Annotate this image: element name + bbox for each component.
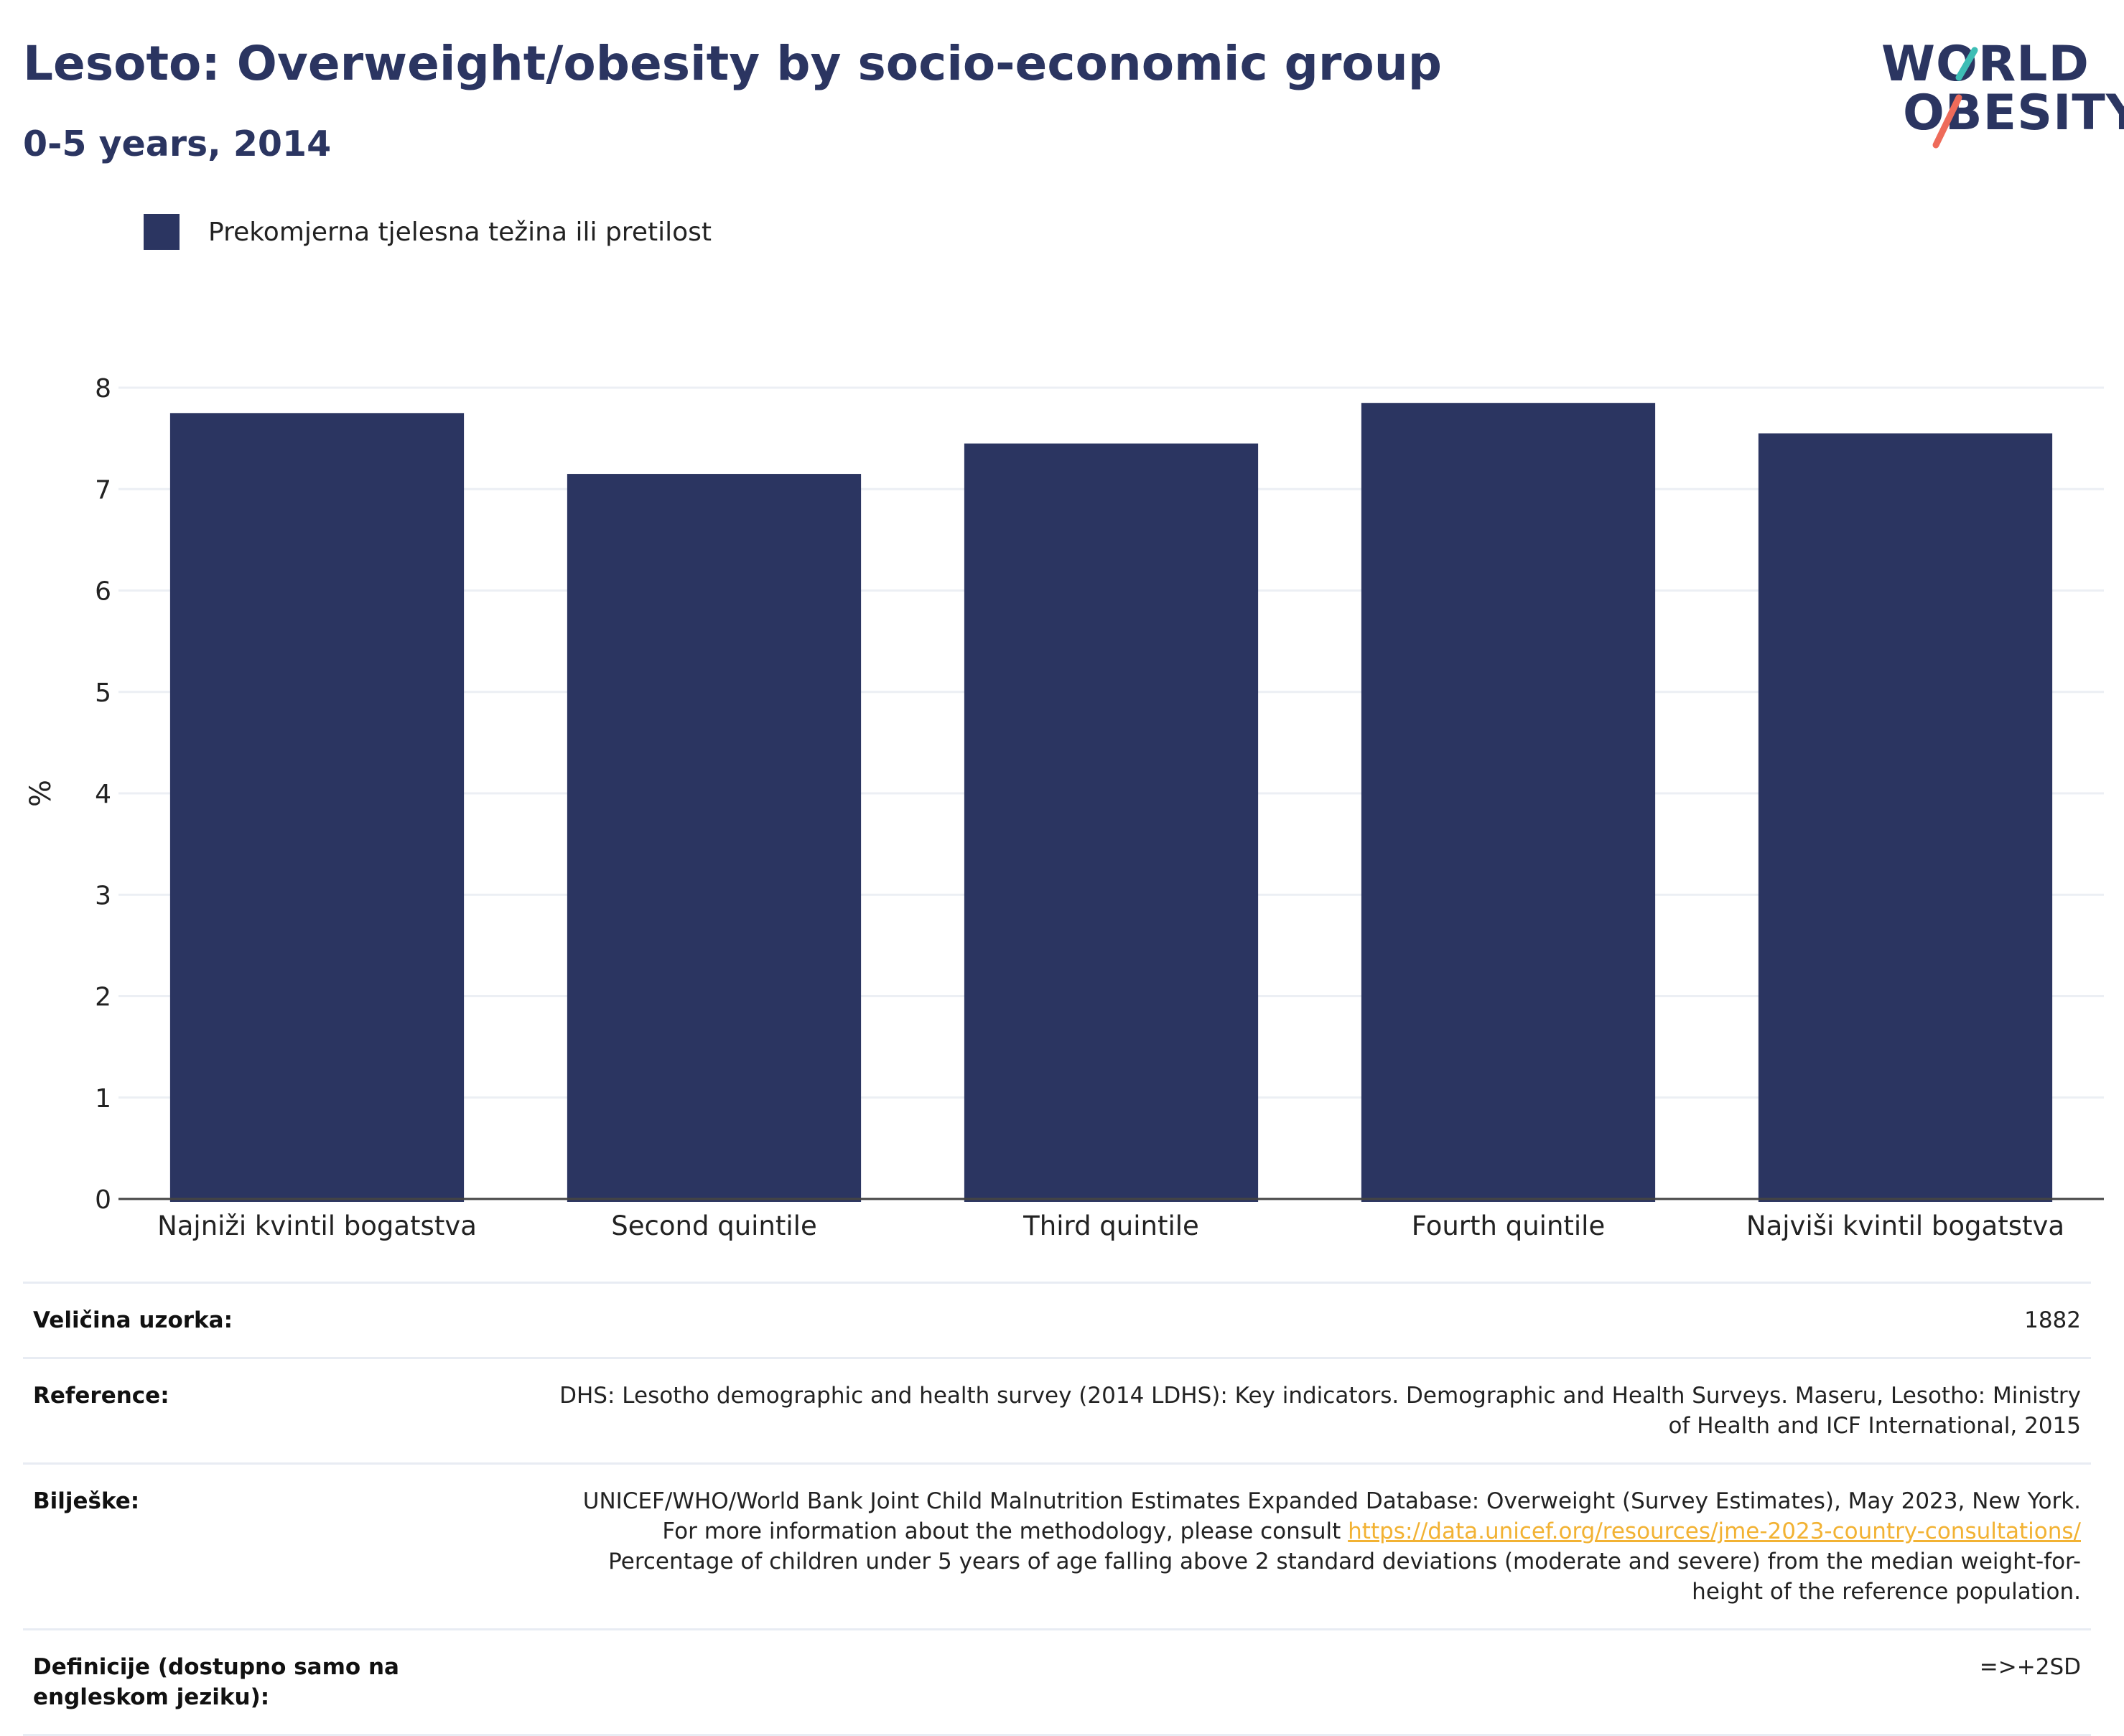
chart-title: Lesoto: Overweight/obesity by socio-econ… <box>23 36 1442 91</box>
bar <box>964 443 1259 1202</box>
x-tick-label: Second quintile <box>611 1210 816 1241</box>
x-tick-label: Najviši kvintil bogatstva <box>1746 1210 2064 1241</box>
legend-swatch <box>144 214 180 250</box>
x-tick-label: Fourth quintile <box>1412 1210 1605 1241</box>
bar-chart: 0 1 2 3 4 5 6 7 8% Najniži kvintil bogatstva Secon… <box>24 374 2104 1241</box>
meta-value: =>+2SD <box>1979 1654 2081 1680</box>
y-tick-label: 0 <box>95 1185 111 1215</box>
notes-text-pre: UNICEF/WHO/World Bank Joint Child Malnut… <box>582 1488 2081 1544</box>
legend-label: Prekomjerna tjelesna težina ili pretilos… <box>208 217 712 247</box>
y-tick-label: 2 <box>95 983 111 1012</box>
meta-row-notes: Bilješke: UNICEF/WHO/World Bank Joint Ch… <box>23 1462 2091 1628</box>
metadata-table: Veličina uzorka: 1882 Reference: DHS: Le… <box>23 1282 2091 1736</box>
bar <box>567 474 862 1202</box>
chart-subtitle: 0-5 years, 2014 <box>23 123 332 164</box>
meta-value: UNICEF/WHO/World Bank Joint Child Malnut… <box>551 1486 2081 1607</box>
meta-key: Bilješke: <box>33 1488 140 1514</box>
y-tick-label: 4 <box>95 780 111 809</box>
meta-row-definitions: Definicije (dostupno samo na engleskom j… <box>23 1628 2091 1736</box>
notes-text-post: Percentage of children under 5 years of … <box>608 1549 2081 1605</box>
meta-value: 1882 <box>2024 1307 2081 1333</box>
x-tick-label: Third quintile <box>1023 1210 1199 1241</box>
y-tick-label: 3 <box>95 881 111 910</box>
y-tick-label: 7 <box>95 475 111 505</box>
methodology-link[interactable]: https://data.unicef.org/resources/jme-20… <box>1348 1518 2081 1544</box>
meta-row-sample-size: Veličina uzorka: 1882 <box>23 1282 2091 1357</box>
meta-row-reference: Reference: DHS: Lesotho demographic and … <box>23 1357 2091 1462</box>
logo-line-1: WORLD <box>1881 36 2090 93</box>
y-tick-label: 6 <box>95 577 111 607</box>
meta-key: Reference: <box>33 1383 169 1409</box>
y-tick-label: 1 <box>95 1084 111 1114</box>
bar <box>1361 403 1656 1202</box>
bar <box>1758 433 2053 1202</box>
logo-slash-icon <box>1932 47 1978 149</box>
world-obesity-logo: WORLD OBESITY <box>1867 29 2124 158</box>
meta-key: Definicije (dostupno samo na engleskom j… <box>33 1654 399 1710</box>
y-tick-label: 5 <box>95 678 111 708</box>
meta-key: Veličina uzorka: <box>33 1307 233 1333</box>
y-axis-label: % <box>24 780 57 807</box>
x-tick-label: Najniži kvintil bogatstva <box>157 1210 477 1241</box>
meta-value: DHS: Lesotho demographic and health surv… <box>559 1383 2081 1439</box>
legend: Prekomjerna tjelesna težina ili pretilos… <box>144 214 712 250</box>
y-tick-label: 8 <box>95 374 111 403</box>
bar <box>169 413 465 1202</box>
